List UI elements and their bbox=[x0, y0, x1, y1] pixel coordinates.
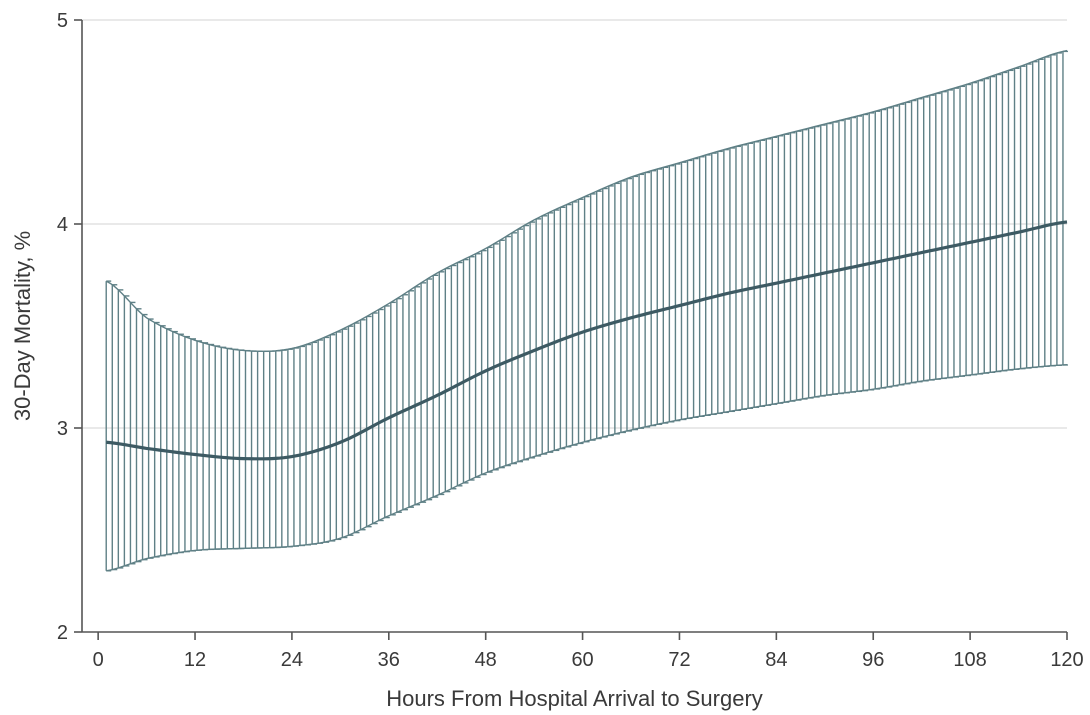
mean-mortality-line bbox=[106, 220, 1068, 461]
y-tick-label: 3 bbox=[57, 418, 68, 440]
x-tick-label: 48 bbox=[475, 649, 497, 671]
gridlines bbox=[82, 19, 1067, 429]
x-tick-label: 96 bbox=[862, 649, 884, 671]
x-tick-label: 36 bbox=[378, 649, 400, 671]
x-ticks: 0 12 24 36 48 60 72 84 96 108 120 bbox=[93, 632, 1084, 671]
y-tick-label: 5 bbox=[57, 10, 68, 32]
x-tick-label: 12 bbox=[184, 649, 206, 671]
x-tick-label: 108 bbox=[953, 649, 986, 671]
y-axis-title: 30-Day Mortality, % bbox=[10, 231, 35, 421]
x-tick-label: 72 bbox=[668, 649, 690, 671]
x-axis-title: Hours From Hospital Arrival to Surgery bbox=[386, 686, 763, 711]
mean-line-layer bbox=[106, 220, 1068, 461]
axes bbox=[81, 20, 1067, 633]
x-tick-label: 60 bbox=[571, 649, 593, 671]
x-tick-label: 120 bbox=[1050, 649, 1083, 671]
x-tick-label: 24 bbox=[281, 649, 303, 671]
confidence-interval-bars bbox=[105, 50, 1068, 572]
x-tick-label: 0 bbox=[93, 649, 104, 671]
upper-bound-line bbox=[105, 49, 1068, 353]
x-tick-label: 84 bbox=[765, 649, 787, 671]
confidence-bounds bbox=[105, 49, 1068, 572]
y-tick-label: 4 bbox=[57, 214, 68, 236]
y-tick-label: 2 bbox=[57, 622, 68, 644]
y-ticks: 2 3 4 5 bbox=[57, 10, 82, 644]
lower-bound-line bbox=[106, 364, 1068, 572]
